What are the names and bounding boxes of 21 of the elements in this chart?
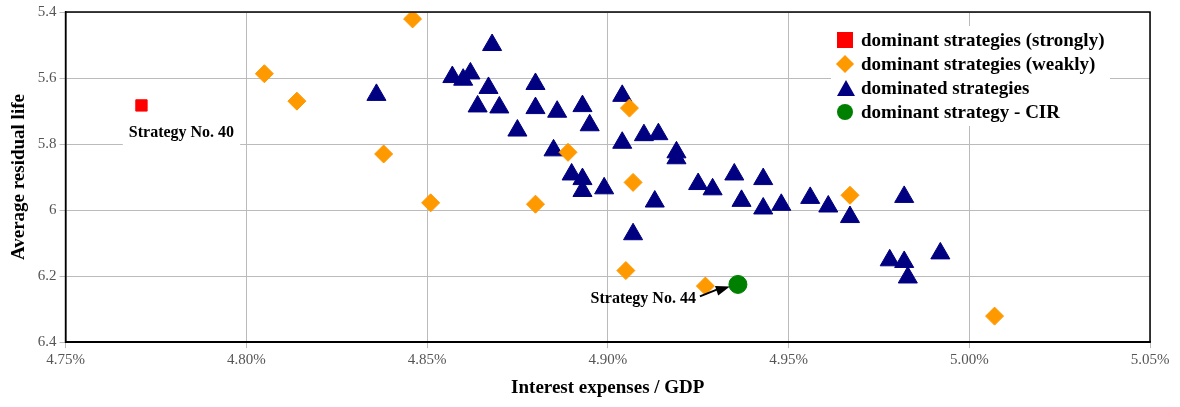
y-tick-label: 6.2 <box>37 267 57 284</box>
x-tick-label: 5.00% <box>949 351 989 368</box>
legend-label: dominated strategies <box>861 76 1030 100</box>
legend-label: dominant strategies (weakly) <box>861 52 1096 76</box>
x-tick-label: 4.75% <box>46 351 85 368</box>
y-tick-label: 5.4 <box>37 2 58 19</box>
legend-label: dominant strategy - CIR <box>861 100 1060 124</box>
y-tick-label: 6 <box>49 201 58 218</box>
annotation: Strategy No. 40 <box>128 122 235 141</box>
y-tick-label: 6.4 <box>37 333 58 350</box>
y-tick-label: 5.6 <box>37 68 58 85</box>
x-axis-title: Interest expenses / GDP <box>511 375 705 397</box>
legend-label: dominant strategies (strongly) <box>861 28 1105 52</box>
x-tick-label: 4.80% <box>226 351 266 368</box>
x-tick-label: 4.90% <box>588 351 628 368</box>
annotation: Strategy No. 44 <box>590 288 696 307</box>
x-tick-label: 4.85% <box>407 351 447 368</box>
x-tick-label: 4.95% <box>769 351 808 368</box>
y-tick-label: 5.8 <box>37 135 57 152</box>
x-tick-label: 5.05% <box>1130 351 1170 368</box>
y-axis-title: Average residual life <box>7 94 29 261</box>
